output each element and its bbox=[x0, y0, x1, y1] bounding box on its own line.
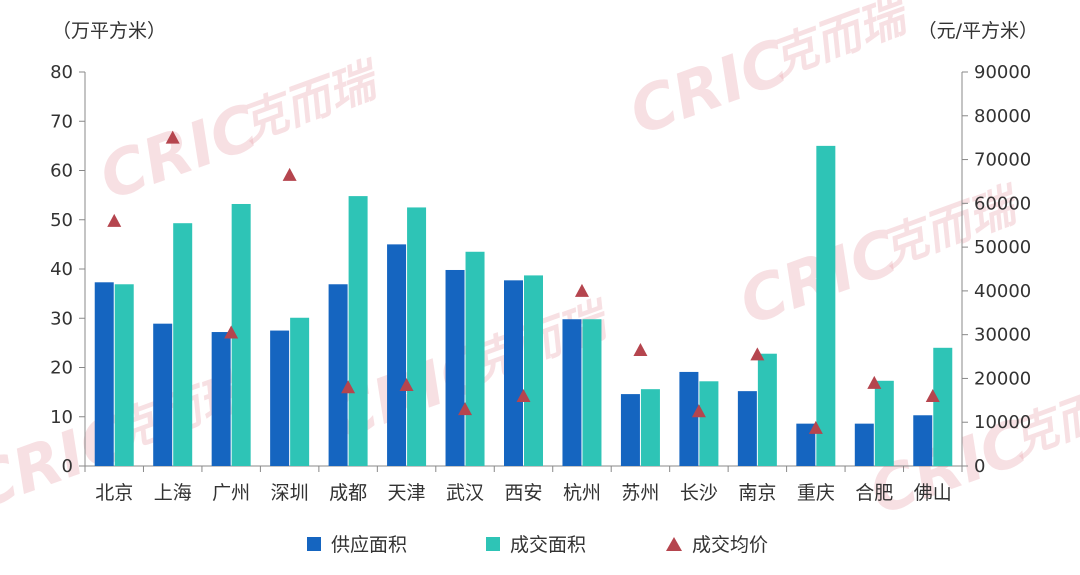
legend-triangle-icon bbox=[666, 536, 682, 551]
marker-avg-price bbox=[341, 380, 356, 394]
bar-transaction bbox=[582, 319, 602, 466]
marker-avg-price bbox=[107, 213, 122, 227]
bar-transaction bbox=[757, 353, 777, 466]
x-tick-label: 北京 bbox=[95, 482, 133, 504]
bar-transaction bbox=[933, 347, 953, 466]
left-tick-label: 80 bbox=[50, 62, 73, 83]
x-tick-label: 杭州 bbox=[563, 482, 601, 504]
bars bbox=[94, 145, 953, 467]
bar-supply bbox=[445, 269, 465, 466]
x-tick-label: 重庆 bbox=[797, 482, 835, 504]
bar-supply bbox=[211, 332, 231, 466]
watermark-text-cn: 克而瑞 bbox=[874, 176, 1029, 276]
marker-avg-price bbox=[633, 342, 648, 356]
legend-item-transaction: 成交面积 bbox=[486, 530, 586, 557]
marker-avg-price bbox=[750, 347, 765, 361]
bar-supply bbox=[153, 323, 173, 466]
right-tick-label: 80000 bbox=[974, 106, 1031, 127]
x-tick-label: 长沙 bbox=[680, 482, 718, 504]
x-tick-label: 成都 bbox=[329, 482, 367, 504]
axes: 0 10 20 30 40 50 60 70 80 0 10000 20000 30000 40000 50… bbox=[50, 62, 1031, 504]
bar-supply bbox=[796, 423, 816, 466]
marker-avg-price bbox=[165, 130, 180, 144]
bar-transaction bbox=[173, 223, 193, 466]
right-tick-label: 50000 bbox=[974, 237, 1031, 258]
bar-transaction bbox=[231, 203, 251, 467]
bar-transaction bbox=[348, 196, 368, 467]
legend-label-supply: 供应面积 bbox=[331, 534, 408, 556]
legend-swatch-transaction bbox=[486, 536, 500, 551]
watermark-text-cn: 克而瑞 bbox=[764, 0, 919, 87]
x-tick-label: 合肥 bbox=[855, 482, 893, 504]
marker-avg-price bbox=[399, 378, 414, 392]
bar-supply bbox=[913, 415, 933, 466]
x-tick-label: 武汉 bbox=[446, 482, 484, 504]
right-axis-unit: （元/平方米） bbox=[917, 20, 1038, 42]
bar-transaction bbox=[640, 389, 660, 466]
left-tick-label: 60 bbox=[50, 161, 73, 182]
bar-supply bbox=[737, 391, 757, 466]
left-tick-label: 30 bbox=[50, 308, 73, 329]
x-tick-label: 天津 bbox=[388, 482, 426, 504]
bar-supply bbox=[94, 282, 114, 466]
x-tick-label: 南京 bbox=[738, 482, 776, 504]
right-tick-label: 30000 bbox=[974, 325, 1031, 346]
bar-supply bbox=[854, 423, 874, 466]
left-tick-label: 20 bbox=[50, 358, 73, 379]
bar-transaction bbox=[290, 317, 310, 466]
left-tick-label: 0 bbox=[62, 456, 73, 477]
left-tick-label: 50 bbox=[50, 210, 73, 231]
right-tick-label: 10000 bbox=[974, 412, 1031, 433]
marker-avg-price bbox=[925, 388, 940, 402]
marker-avg-price bbox=[867, 375, 882, 389]
marker-avg-price bbox=[282, 167, 297, 181]
left-axis-unit: （万平方米） bbox=[52, 20, 167, 42]
bar-supply bbox=[504, 280, 523, 466]
bar-transaction bbox=[699, 381, 719, 466]
legend-item-avg-price: 成交均价 bbox=[666, 530, 768, 557]
bar-transaction bbox=[465, 251, 485, 466]
bar-supply bbox=[562, 319, 582, 466]
bar-supply bbox=[679, 371, 699, 466]
marker-avg-price bbox=[691, 404, 706, 418]
right-tick-label: 20000 bbox=[974, 368, 1031, 389]
marker-avg-price bbox=[458, 402, 473, 416]
bar-supply bbox=[270, 330, 290, 466]
x-tick-label: 深圳 bbox=[271, 482, 309, 504]
right-tick-label: 40000 bbox=[974, 281, 1031, 302]
right-tick-label: 60000 bbox=[974, 193, 1031, 214]
x-tick-label: 西安 bbox=[504, 482, 542, 504]
bar-supply bbox=[387, 244, 407, 466]
bar-transaction bbox=[114, 284, 134, 466]
marker-avg-price bbox=[516, 388, 531, 402]
bar-transaction bbox=[407, 207, 427, 466]
bar-transaction bbox=[524, 275, 543, 466]
left-tick-label: 10 bbox=[50, 407, 73, 428]
markers bbox=[107, 130, 940, 434]
x-tick-label: 佛山 bbox=[914, 482, 952, 504]
watermark-text-cn: 克而瑞 bbox=[234, 51, 389, 151]
right-tick-label: 0 bbox=[974, 456, 985, 477]
bar-supply bbox=[620, 394, 640, 466]
x-tick-label: 上海 bbox=[154, 482, 192, 504]
marker-avg-price bbox=[808, 420, 823, 434]
legend-label-avg-price: 成交均价 bbox=[692, 534, 769, 556]
legend-swatch-supply bbox=[307, 536, 321, 551]
x-tick-label: 苏州 bbox=[621, 482, 659, 504]
legend-label-transaction: 成交面积 bbox=[510, 534, 587, 556]
bar-transaction bbox=[874, 380, 894, 466]
marker-avg-price bbox=[574, 283, 589, 297]
bar-supply bbox=[328, 284, 348, 466]
right-tick-label: 70000 bbox=[974, 150, 1031, 171]
marker-avg-price bbox=[224, 325, 239, 339]
left-tick-label: 40 bbox=[50, 259, 73, 280]
x-tick-label: 广州 bbox=[212, 482, 250, 504]
right-tick-label: 90000 bbox=[974, 62, 1031, 83]
legend-item-supply: 供应面积 bbox=[307, 530, 407, 557]
bar-transaction bbox=[816, 145, 836, 466]
left-tick-label: 70 bbox=[50, 111, 73, 132]
